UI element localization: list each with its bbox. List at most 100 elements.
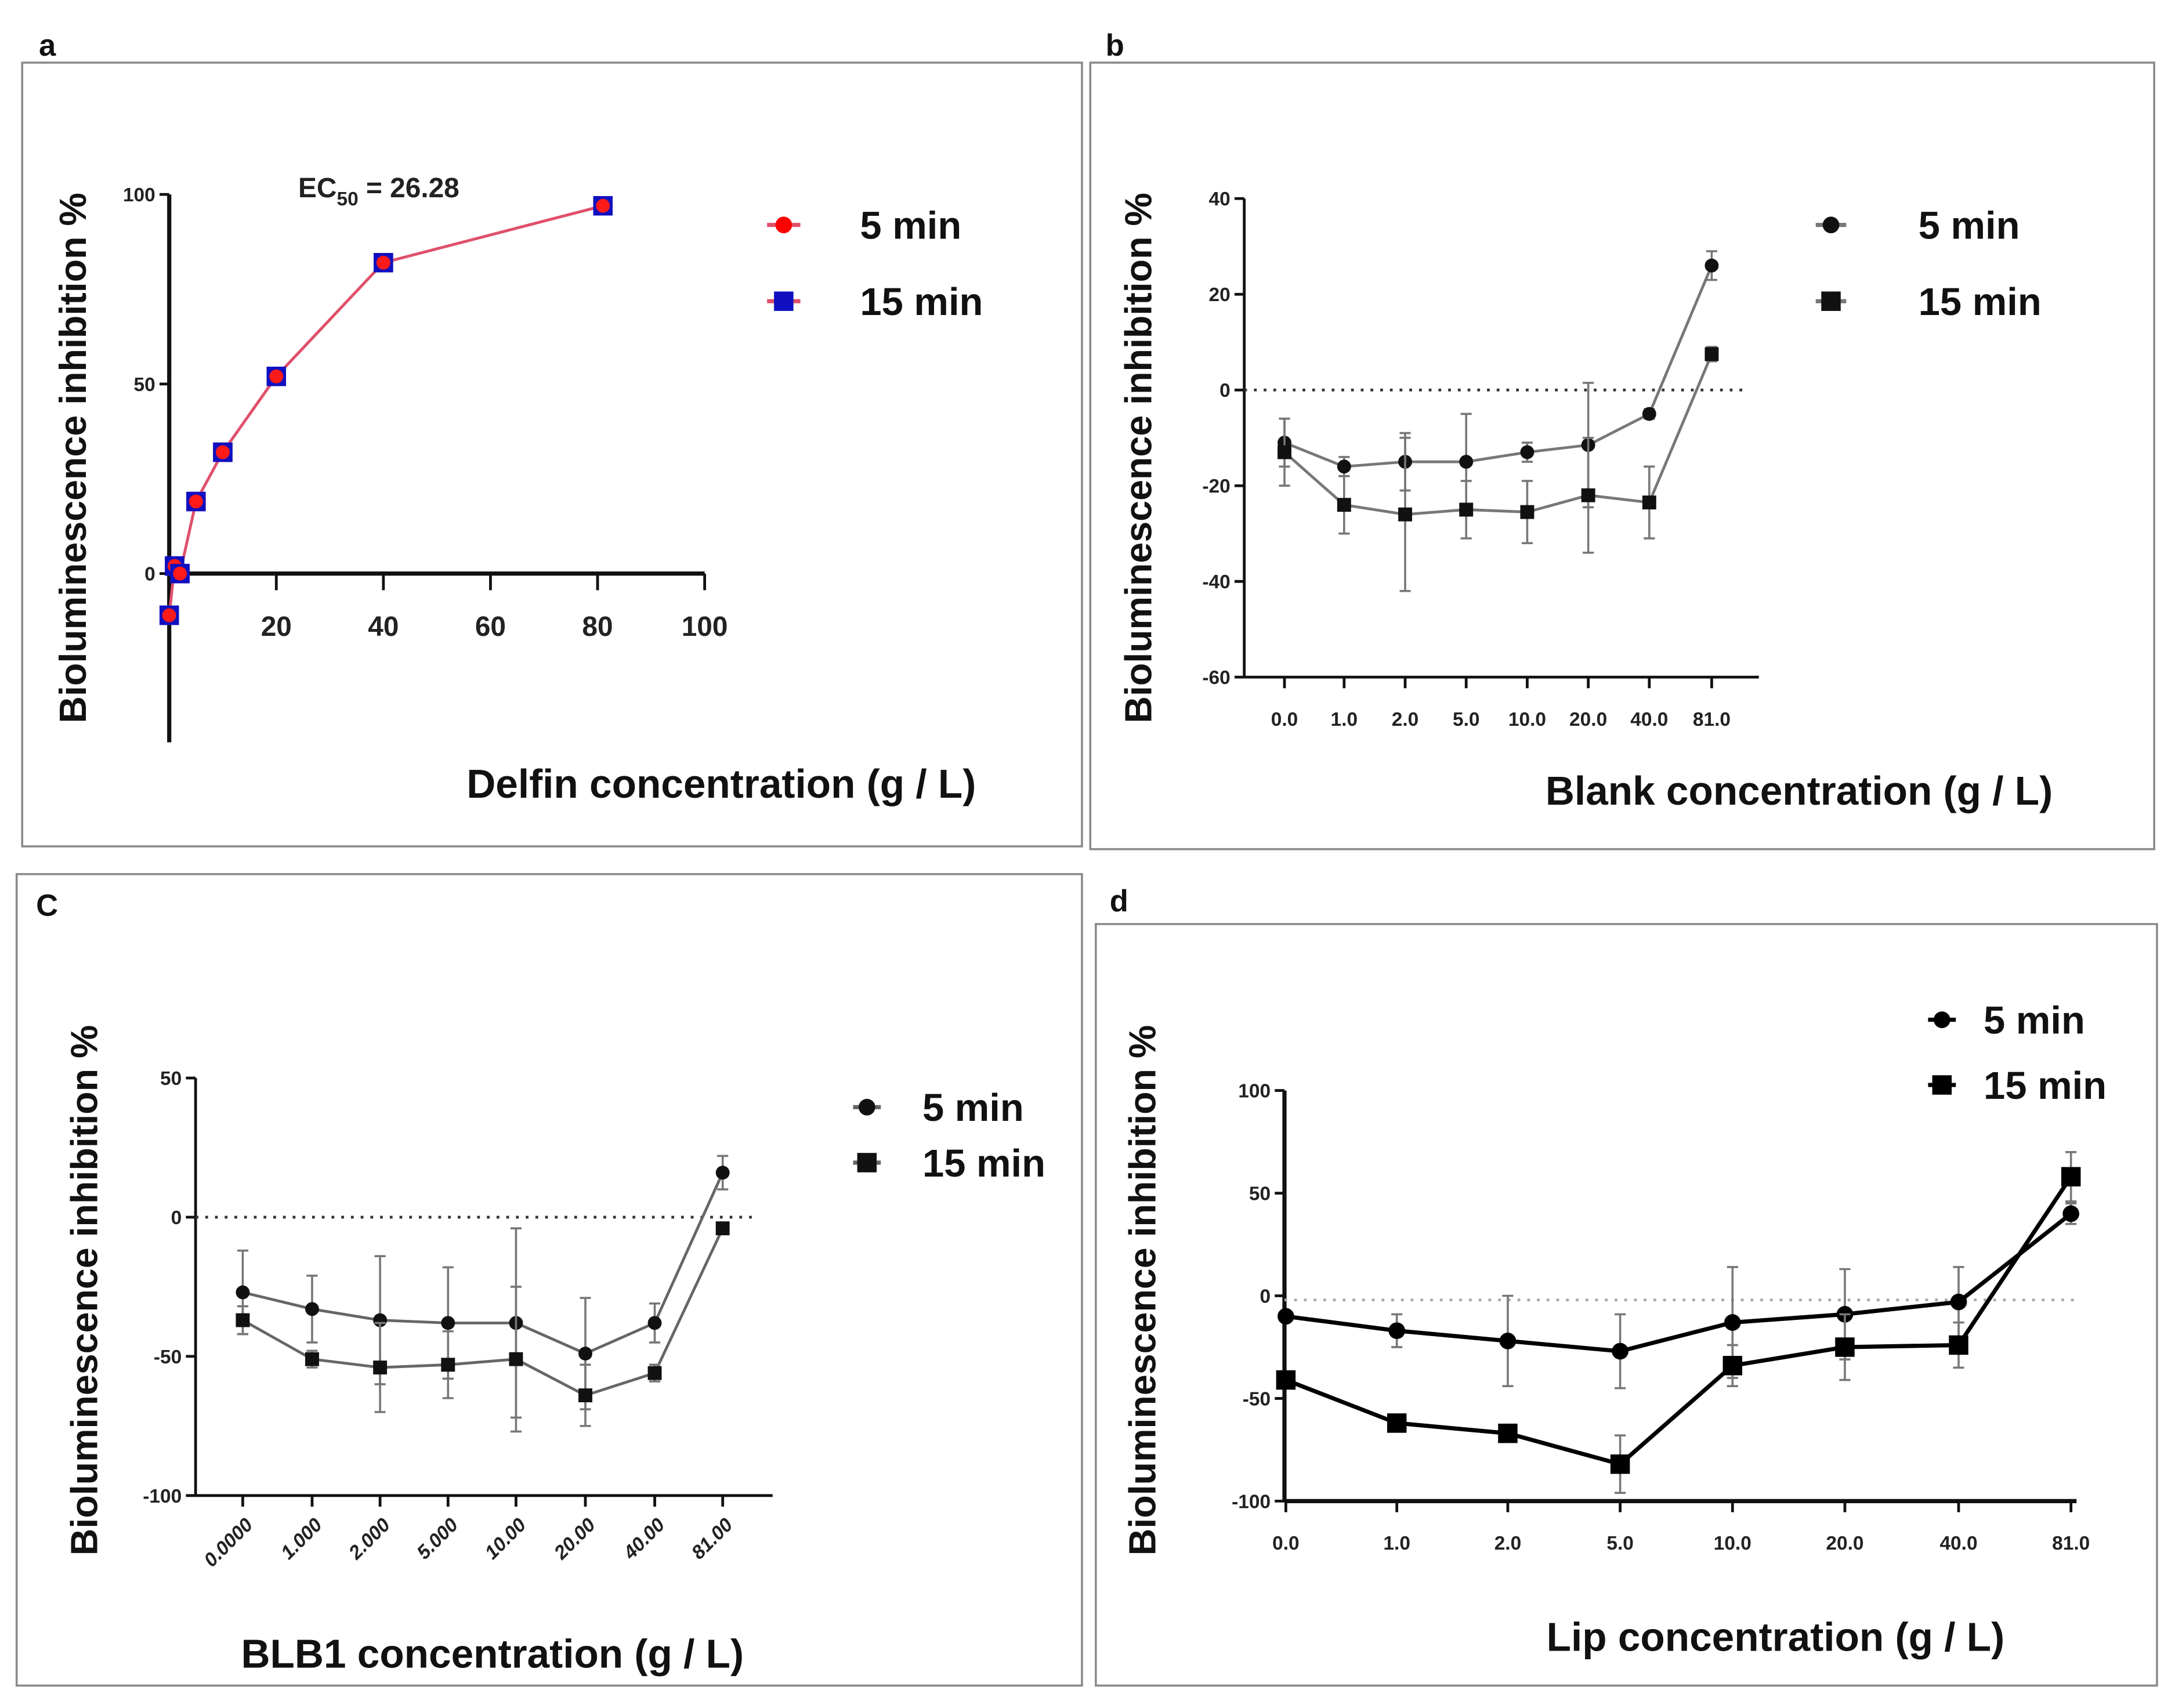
x-tick-label: 1.0 xyxy=(1383,1533,1410,1554)
y-axis-label: Bioluminescence inhibition % xyxy=(52,193,94,723)
x-tick-label: 5.0 xyxy=(1606,1533,1634,1554)
data-point-circle xyxy=(189,494,203,509)
legend-item-15-min: 15 min xyxy=(1928,1064,2107,1108)
data-point-square xyxy=(1610,1454,1630,1474)
y-tick-label: 0 xyxy=(144,564,155,585)
data-point-circle xyxy=(1278,1308,1294,1325)
y-axis-label: Bioluminescence inhibition % xyxy=(63,1025,105,1556)
data-point-square xyxy=(1642,495,1656,510)
x-tick-label: 1.0 xyxy=(1331,709,1358,730)
data-point-circle xyxy=(715,1166,730,1180)
y-tick-label: -40 xyxy=(1202,571,1230,593)
series-line xyxy=(1285,1212,2072,1354)
data-point-square xyxy=(1459,502,1474,517)
panel-frame xyxy=(21,61,1083,848)
series-line xyxy=(1284,265,1713,468)
ec50-prefix: EC xyxy=(298,173,336,204)
data-point-circle xyxy=(2062,1205,2080,1222)
legend-label: 15 min xyxy=(1984,1064,2107,1108)
panel-frame xyxy=(1089,61,2155,851)
data-point-square xyxy=(1337,498,1351,512)
data-point-square xyxy=(1835,1337,1855,1357)
ec50-value: = 26.28 xyxy=(359,173,459,204)
y-tick-label: -50 xyxy=(154,1347,182,1368)
legend-circle-icon xyxy=(1933,1011,1950,1029)
data-point-square xyxy=(1704,347,1719,361)
data-point-circle xyxy=(1704,258,1719,273)
y-tick-label: 100 xyxy=(1238,1081,1271,1102)
data-point-circle xyxy=(1388,1322,1406,1340)
series-15-min xyxy=(1276,1151,2081,1494)
y-tick-label: 100 xyxy=(123,184,155,206)
x-tick-label: 5.0 xyxy=(1453,709,1480,730)
series-line xyxy=(1283,353,1713,516)
x-axis-label: Lip concentration (g / L) xyxy=(1547,1615,2005,1660)
data-point-square xyxy=(441,1358,455,1372)
x-tick-label: 80 xyxy=(582,611,613,642)
data-point-circle xyxy=(596,198,610,213)
data-point-circle xyxy=(305,1302,319,1316)
series-line xyxy=(1285,1175,2073,1467)
panel-label: C xyxy=(36,888,58,922)
x-tick-label: 60 xyxy=(475,611,506,642)
legend-label: 5 min xyxy=(860,204,961,248)
panel-a: a 100 50 0 20 40 60 80 100 Bioluminescence inhibi… xyxy=(21,28,1083,848)
data-point-square xyxy=(647,1366,662,1380)
x-tick-label: 40 xyxy=(368,611,399,642)
x-axis-label: Delfin concentration (g / L) xyxy=(466,761,976,806)
data-point-square xyxy=(1387,1413,1407,1433)
x-tick-label: 20.0 xyxy=(1569,709,1607,730)
y-tick-label: 40 xyxy=(1209,189,1231,210)
x-tick-label: 40.0 xyxy=(1630,709,1668,730)
x-tick-label: 2.0 xyxy=(1392,709,1419,730)
series-line xyxy=(242,1172,724,1355)
legend-item-5-min: 5 min xyxy=(767,204,961,248)
data-point-circle xyxy=(173,566,187,581)
data-point-circle xyxy=(236,1285,250,1300)
x-tick-label: 10.0 xyxy=(1714,1533,1751,1554)
panel-b: b 40 20 0 -20 -40 -60 0.0 1.0 2.0 5.0 10.0 20.0 40.0 8… xyxy=(1089,28,2155,851)
data-point-square xyxy=(1949,1335,1968,1355)
data-point-square xyxy=(1722,1356,1743,1376)
legend-square-icon xyxy=(774,291,794,311)
x-tick-label: 0.0 xyxy=(1272,1533,1300,1554)
x-axis-label: BLB1 concentration (g / L) xyxy=(241,1631,744,1676)
data-point-circle xyxy=(269,369,284,383)
legend-circle-icon xyxy=(858,1099,875,1116)
x-tick-label: 2.0 xyxy=(1494,1533,1522,1554)
y-tick-label: 50 xyxy=(1249,1184,1271,1205)
y-axis-label: Bioluminescence inhibition % xyxy=(1122,1025,1164,1556)
data-point-circle xyxy=(578,1347,592,1361)
y-tick-label: -100 xyxy=(143,1486,182,1507)
data-point-square xyxy=(1498,1423,1518,1443)
x-tick-label: 81.0 xyxy=(2052,1533,2090,1554)
legend-label: 5 min xyxy=(1984,999,2085,1043)
data-point-square xyxy=(373,1360,388,1375)
data-point-circle xyxy=(1950,1293,1967,1311)
legend-square-icon xyxy=(1932,1075,1952,1095)
series-15-min xyxy=(236,1221,730,1433)
data-point-square xyxy=(305,1352,319,1366)
legend-item-15-min: 15 min xyxy=(853,1142,1045,1185)
x-tick-label: 0.0 xyxy=(1271,709,1298,730)
x-axis-label: Blank concentration (g / L) xyxy=(1546,768,2053,813)
panel-label: d xyxy=(1110,884,1128,918)
y-tick-label: 0 xyxy=(1260,1286,1271,1307)
panel-label: a xyxy=(39,28,56,63)
data-point-circle xyxy=(1520,445,1535,459)
legend-item-5-min: 5 min xyxy=(1815,204,2020,248)
legend-square-icon xyxy=(857,1153,877,1173)
x-tick-label: 20.0 xyxy=(1826,1533,1863,1554)
series-line xyxy=(242,1228,724,1397)
data-point-square xyxy=(1520,505,1535,519)
data-point-circle xyxy=(216,445,230,459)
series-5-min xyxy=(1278,1202,2080,1389)
y-tick-label: -20 xyxy=(1202,476,1230,497)
data-point-square xyxy=(578,1388,592,1403)
legend-label: 15 min xyxy=(860,280,983,324)
data-point-square xyxy=(715,1221,730,1236)
data-point-square xyxy=(1278,445,1291,459)
data-point-square xyxy=(1276,1370,1296,1390)
series-15-min xyxy=(159,196,613,625)
